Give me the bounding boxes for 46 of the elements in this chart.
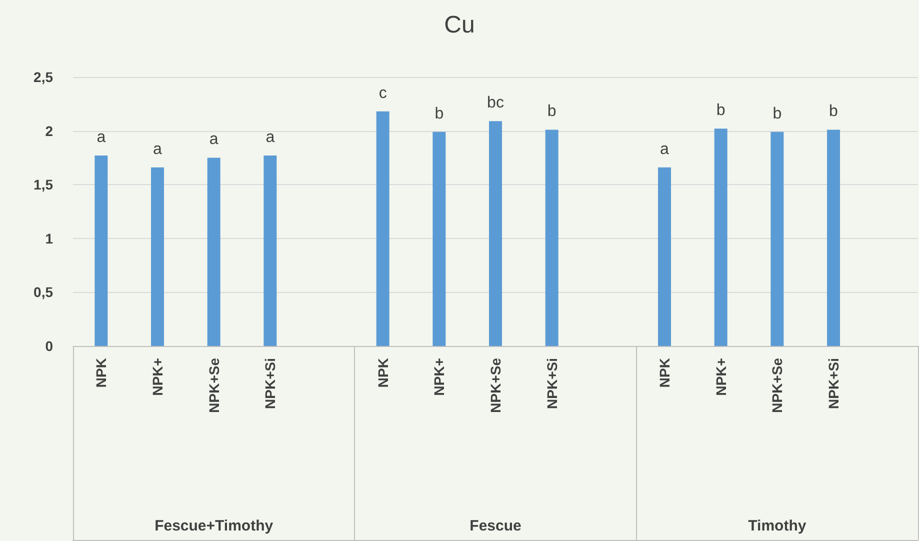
bar <box>151 167 164 346</box>
y-tick-label: 2 <box>45 122 54 139</box>
x-tick-label: NPK+Si <box>544 358 560 409</box>
bar <box>489 121 502 346</box>
x-tick-label: NPK+ <box>712 358 729 396</box>
y-tick-label: 0 <box>45 338 54 354</box>
data-label: bc <box>487 94 504 112</box>
text: Fescue <box>470 518 522 534</box>
data-label: c <box>378 84 387 102</box>
bar <box>770 132 784 346</box>
data-label: a <box>209 131 218 148</box>
x-tick-label: NPK+ <box>431 358 448 396</box>
x-tick-label: NPK+Si <box>826 358 842 409</box>
bar <box>432 132 446 346</box>
bar <box>545 130 558 346</box>
data-label: a <box>96 129 106 146</box>
data-label: a <box>266 129 275 146</box>
y-tick-label: 1 <box>45 230 54 246</box>
text: Timothy <box>748 518 807 534</box>
data-label: b <box>434 105 444 122</box>
data-label: a <box>660 140 670 158</box>
x-tick-label: NPK+Se <box>769 358 786 413</box>
x-tick-label: NPK+ <box>150 358 166 396</box>
x-tick-label: NPK+Se <box>488 358 504 413</box>
x-tick-label: NPK+Si <box>262 358 278 409</box>
data-label: b <box>772 105 782 122</box>
data-label: b <box>547 103 556 120</box>
bar <box>658 167 671 346</box>
data-label: b <box>716 102 726 120</box>
bar <box>207 158 220 346</box>
y-tick-label: 2,5 <box>34 69 54 85</box>
chart-title: Cu <box>444 12 475 38</box>
bar <box>264 156 277 346</box>
data-label: a <box>153 140 162 158</box>
bar <box>827 130 840 346</box>
x-tick-label: NPK <box>93 358 110 388</box>
data-label: b <box>829 103 838 120</box>
bar <box>714 128 728 346</box>
y-tick-label: 1,5 <box>34 176 54 193</box>
x-tick-label: NPK <box>374 358 391 388</box>
x-tick-label: NPK+Se <box>206 358 222 413</box>
x-tick-label: NPK <box>656 358 672 388</box>
text: Fescue+Timothy <box>154 518 274 534</box>
bar <box>376 111 390 346</box>
bar <box>94 156 108 346</box>
y-tick-label: 0,5 <box>34 284 54 300</box>
